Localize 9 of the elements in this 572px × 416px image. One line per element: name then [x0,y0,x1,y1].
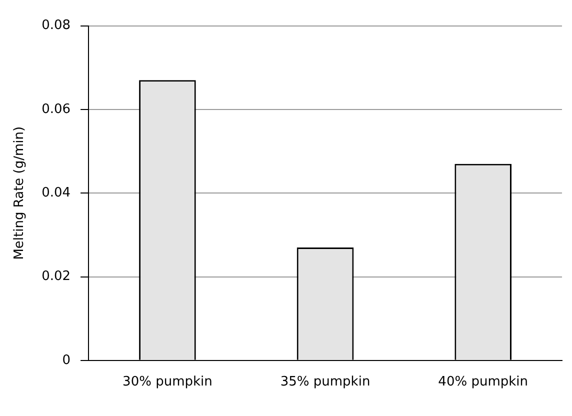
y-tick-label: 0 [62,352,71,368]
x-tick-label: 40% pumpkin [438,374,528,390]
y-axis-title: Melting Rate (g/min) [12,126,28,260]
y-tick-label: 0.08 [42,18,71,34]
y-tick-label: 0.02 [42,269,71,284]
x-tick-label: 35% pumpkin [280,374,370,390]
y-tick-label: 0.06 [42,102,71,117]
y-tick-label: 0.04 [42,185,71,200]
x-tick-label: 30% pumpkin [122,374,212,390]
